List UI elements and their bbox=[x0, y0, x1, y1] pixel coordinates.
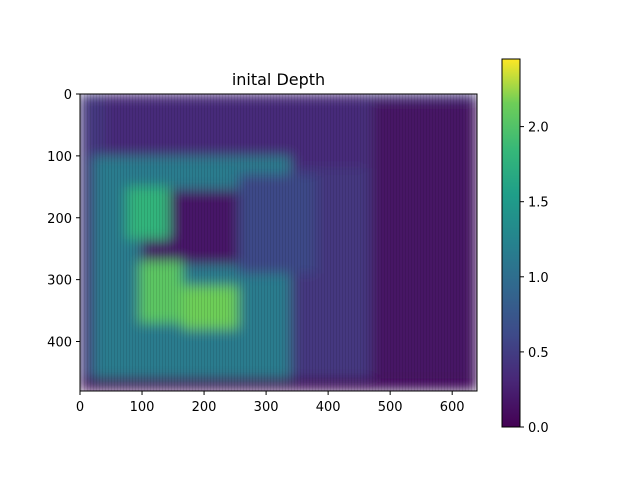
y-tick-label: 300 bbox=[47, 274, 72, 289]
plot-frame bbox=[79, 93, 478, 392]
x-tick-label: 100 bbox=[130, 400, 155, 415]
colorbar-axis: 0.0 0.5 1.0 1.5 2.0 bbox=[520, 121, 549, 436]
y-tick-label: 100 bbox=[47, 150, 72, 165]
y-tick-label: 0 bbox=[64, 88, 72, 103]
x-tick-label: 0 bbox=[76, 400, 84, 415]
x-tick-label: 600 bbox=[440, 400, 465, 415]
colorbar-tick-label: 0.5 bbox=[528, 346, 549, 361]
x-tick-label: 400 bbox=[316, 400, 341, 415]
colorbar bbox=[501, 58, 521, 428]
x-tick-label: 200 bbox=[192, 400, 217, 415]
y-tick-label: 200 bbox=[47, 212, 72, 227]
scanline-texture bbox=[80, 94, 477, 391]
x-tick-label: 500 bbox=[378, 400, 403, 415]
colorbar-tick-label: 1.0 bbox=[528, 271, 549, 286]
x-tick-label: 300 bbox=[254, 400, 279, 415]
colorbar-tick-label: 2.0 bbox=[528, 121, 549, 136]
chart-title: inital Depth bbox=[232, 70, 325, 89]
colorbar-tick-label: 1.5 bbox=[528, 196, 549, 211]
y-axis: 0 100 200 300 400 bbox=[47, 88, 80, 351]
colorbar-tick-label: 0.0 bbox=[528, 421, 549, 436]
x-axis: 0 100 200 300 400 500 600 bbox=[76, 391, 465, 415]
y-tick-label: 400 bbox=[47, 336, 72, 351]
plot-area bbox=[80, 94, 477, 391]
